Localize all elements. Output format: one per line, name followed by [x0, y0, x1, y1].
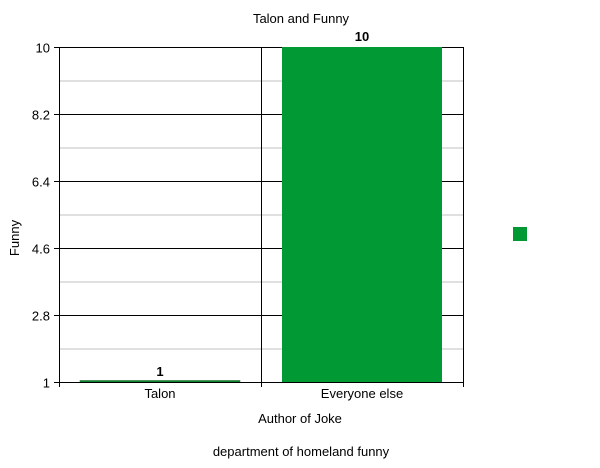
bar: [79, 380, 241, 383]
y-tick-label: 1: [43, 376, 50, 391]
x-tick-label: Talon: [144, 386, 175, 401]
bar: [282, 47, 442, 382]
x-tick-label: Everyone else: [321, 386, 403, 401]
y-tick-label: 2.8: [32, 309, 50, 324]
chart-title: Talon and Funny: [253, 11, 350, 26]
data-label: 1: [156, 364, 163, 379]
data-label: 10: [355, 29, 369, 44]
x-axis-label: Author of Joke: [258, 411, 342, 426]
y-tick-label: 10: [36, 41, 50, 56]
y-tick-label: 8.2: [32, 108, 50, 123]
y-tick-label: 6.4: [32, 175, 50, 190]
y-axis-label: Funny: [7, 219, 22, 256]
chart-footer: department of homeland funny: [213, 444, 390, 459]
legend-swatch: [513, 227, 527, 241]
y-tick-label: 4.6: [32, 242, 50, 257]
